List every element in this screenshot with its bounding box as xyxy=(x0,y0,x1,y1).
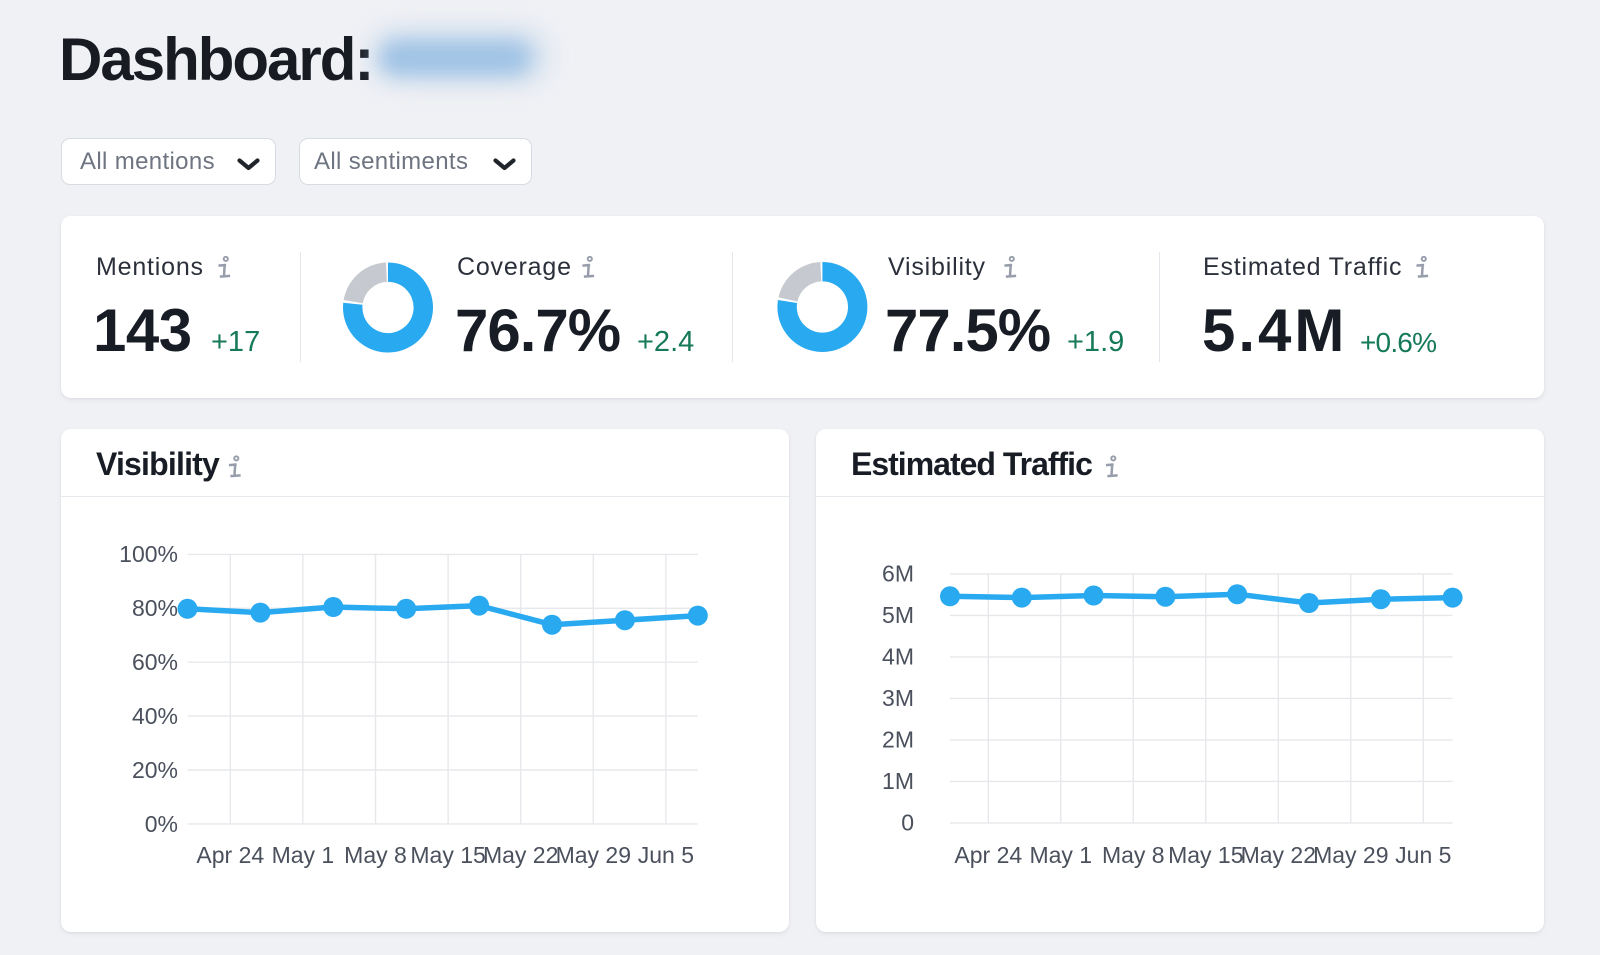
svg-text:Jun 5: Jun 5 xyxy=(638,842,694,868)
svg-text:100%: 100% xyxy=(119,541,178,567)
svg-text:5M: 5M xyxy=(882,602,914,628)
svg-text:May 22: May 22 xyxy=(1241,842,1316,868)
svg-text:May 29: May 29 xyxy=(1313,842,1388,868)
svg-text:May 1: May 1 xyxy=(272,842,335,868)
svg-text:May 22: May 22 xyxy=(483,842,558,868)
svg-text:Jun 5: Jun 5 xyxy=(1395,842,1451,868)
svg-text:3M: 3M xyxy=(882,685,914,711)
svg-text:2M: 2M xyxy=(882,727,914,753)
svg-text:May 29: May 29 xyxy=(556,842,631,868)
svg-text:Apr 24: Apr 24 xyxy=(196,842,264,868)
svg-text:0: 0 xyxy=(901,810,914,836)
svg-text:20%: 20% xyxy=(132,757,178,783)
svg-text:May 8: May 8 xyxy=(344,842,407,868)
svg-text:1M: 1M xyxy=(882,768,914,794)
svg-text:May 8: May 8 xyxy=(1102,842,1165,868)
svg-text:40%: 40% xyxy=(132,703,178,729)
svg-text:4M: 4M xyxy=(882,644,914,670)
svg-text:May 1: May 1 xyxy=(1029,842,1092,868)
svg-text:May 15: May 15 xyxy=(1168,842,1243,868)
svg-text:60%: 60% xyxy=(132,649,178,675)
svg-text:May 15: May 15 xyxy=(410,842,485,868)
svg-text:6M: 6M xyxy=(882,561,914,587)
svg-text:0%: 0% xyxy=(145,811,178,837)
svg-text:Apr 24: Apr 24 xyxy=(954,842,1022,868)
svg-text:80%: 80% xyxy=(132,595,178,621)
